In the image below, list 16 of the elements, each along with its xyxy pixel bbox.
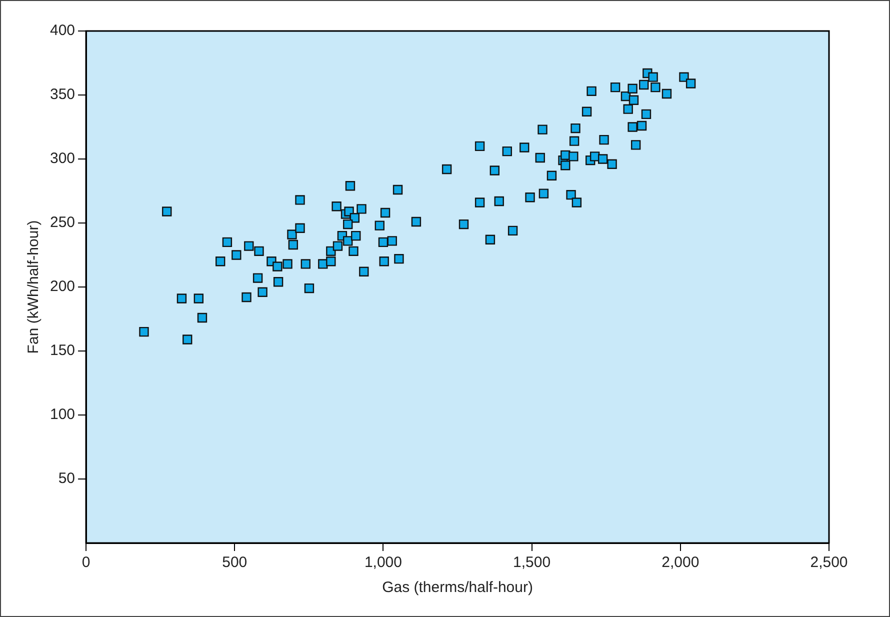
y-axis-title: Fan (kWh/half-hour)	[25, 220, 42, 354]
x-tick-label: 2,500	[810, 554, 848, 572]
x-axis-title: Gas (therms/half-hour)	[382, 579, 533, 596]
x-tick-label: 500	[222, 554, 248, 572]
y-tick-label: 150	[50, 342, 76, 360]
x-tick-label: 0	[82, 554, 90, 572]
y-tick-label: 300	[50, 150, 76, 168]
y-tick-label: 50	[58, 470, 76, 488]
x-tick-label: 2,000	[662, 554, 700, 572]
x-tick-label: 1,000	[364, 554, 402, 572]
y-tick-label: 400	[50, 22, 76, 40]
y-tick-label: 250	[50, 214, 76, 232]
y-tick-label: 200	[50, 278, 76, 296]
x-tick-label: 1,500	[513, 554, 551, 572]
y-tick-label: 100	[50, 406, 76, 424]
y-tick-label: 350	[50, 86, 76, 104]
